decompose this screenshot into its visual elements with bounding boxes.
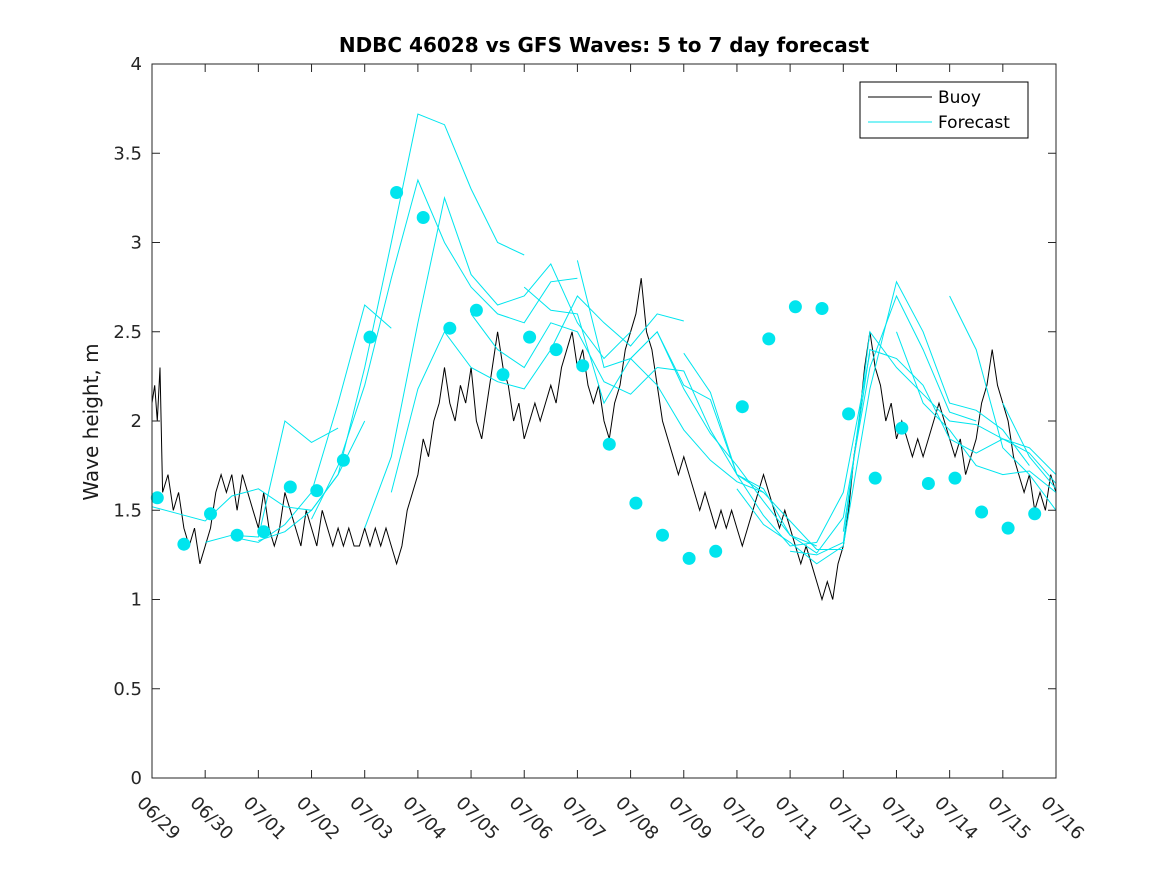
- series-forecast-line-17: [1002, 402, 1056, 490]
- chart-title: NDBC 46028 vs GFS Waves: 5 to 7 day fore…: [339, 33, 870, 57]
- axes-frame: [151, 63, 1057, 779]
- series-forecast-line-14: [842, 348, 1056, 532]
- forecast-marker-24: [788, 300, 802, 314]
- series-forecast-line-12: [736, 280, 1030, 565]
- series-forecast-line-8: [523, 286, 817, 547]
- forecast-marker-2: [204, 507, 217, 521]
- forecast-marker-15: [549, 343, 563, 357]
- forecast-marker-25: [815, 302, 829, 315]
- forecast-marker-1: [177, 537, 191, 551]
- series-forecast-line-13: [790, 330, 1056, 556]
- forecast-marker-18: [629, 496, 643, 510]
- forecast-marker-8: [363, 330, 377, 344]
- series-forecast-line-5: [364, 196, 631, 529]
- forecast-marker-0: [150, 491, 164, 505]
- y-tick-label-0: 0: [131, 768, 142, 789]
- series-forecast-line-4: [311, 178, 578, 520]
- forecast-marker-23: [762, 332, 776, 346]
- forecast-marker-32: [1001, 521, 1015, 535]
- forecast-marker-27: [868, 471, 882, 485]
- forecast-marker-26: [842, 407, 856, 421]
- forecast-marker-28: [895, 421, 909, 435]
- series-forecast-line-7: [470, 313, 764, 493]
- forecast-marker-3: [230, 528, 244, 542]
- legend-label-buoy: Buoy: [938, 88, 981, 108]
- forecast-marker-31: [975, 505, 989, 519]
- forecast-marker-33: [1028, 507, 1042, 521]
- y-axis-ticks: 0 0.5 1 1.5 2 2.5 3 3.5 4: [113, 54, 1056, 789]
- forecast-marker-20: [682, 551, 696, 565]
- y-axis-label: Wave height, m: [79, 343, 103, 500]
- forecast-marker-13: [496, 368, 510, 382]
- forecast-marker-9: [390, 186, 404, 199]
- legend-box: [859, 81, 1029, 139]
- series-forecast-line-9: [576, 260, 844, 550]
- y-tick-label-8: 4: [131, 54, 142, 75]
- forecast-marker-21: [709, 544, 723, 558]
- y-tick-label-1: 0.5: [113, 679, 142, 700]
- series-forecast-line-15: [896, 331, 1056, 493]
- forecast-marker-16: [576, 359, 590, 373]
- series-forecast-line-10: [630, 330, 871, 547]
- forecast-marker-11: [443, 321, 457, 335]
- series-forecast-line-11: [683, 294, 977, 554]
- series-buoy-line: [152, 278, 1056, 602]
- series-forecast-line-3: [258, 113, 525, 542]
- y-tick-label-7: 3.5: [113, 143, 142, 164]
- forecast-marker-5: [283, 480, 297, 494]
- series-forecast-line-1: [205, 420, 339, 543]
- forecast-marker-4: [257, 525, 271, 539]
- forecast-marker-7: [336, 453, 350, 467]
- legend-label-forecast: Forecast: [938, 113, 1010, 133]
- forecast-marker-30: [948, 471, 962, 485]
- forecast-marker-14: [523, 330, 537, 344]
- forecast-marker-12: [469, 303, 483, 317]
- forecast-marker-17: [602, 437, 616, 451]
- y-tick-label-5: 2.5: [113, 322, 142, 343]
- y-tick-label-6: 3: [131, 233, 142, 254]
- forecast-marker-19: [656, 528, 669, 542]
- forecast-marker-6: [310, 484, 324, 498]
- forecast-marker-10: [416, 211, 430, 224]
- plot-area: [150, 113, 1056, 602]
- series-forecast-line-6: [390, 295, 684, 493]
- y-tick-label-2: 1: [131, 590, 142, 611]
- y-tick-label-4: 2: [131, 411, 142, 432]
- series-forecast-line-16: [949, 295, 1056, 511]
- forecast-marker-22: [735, 400, 749, 414]
- legend: Buoy Forecast: [859, 81, 1029, 139]
- y-tick-label-3: 1.5: [113, 500, 142, 521]
- forecast-marker-29: [921, 477, 935, 490]
